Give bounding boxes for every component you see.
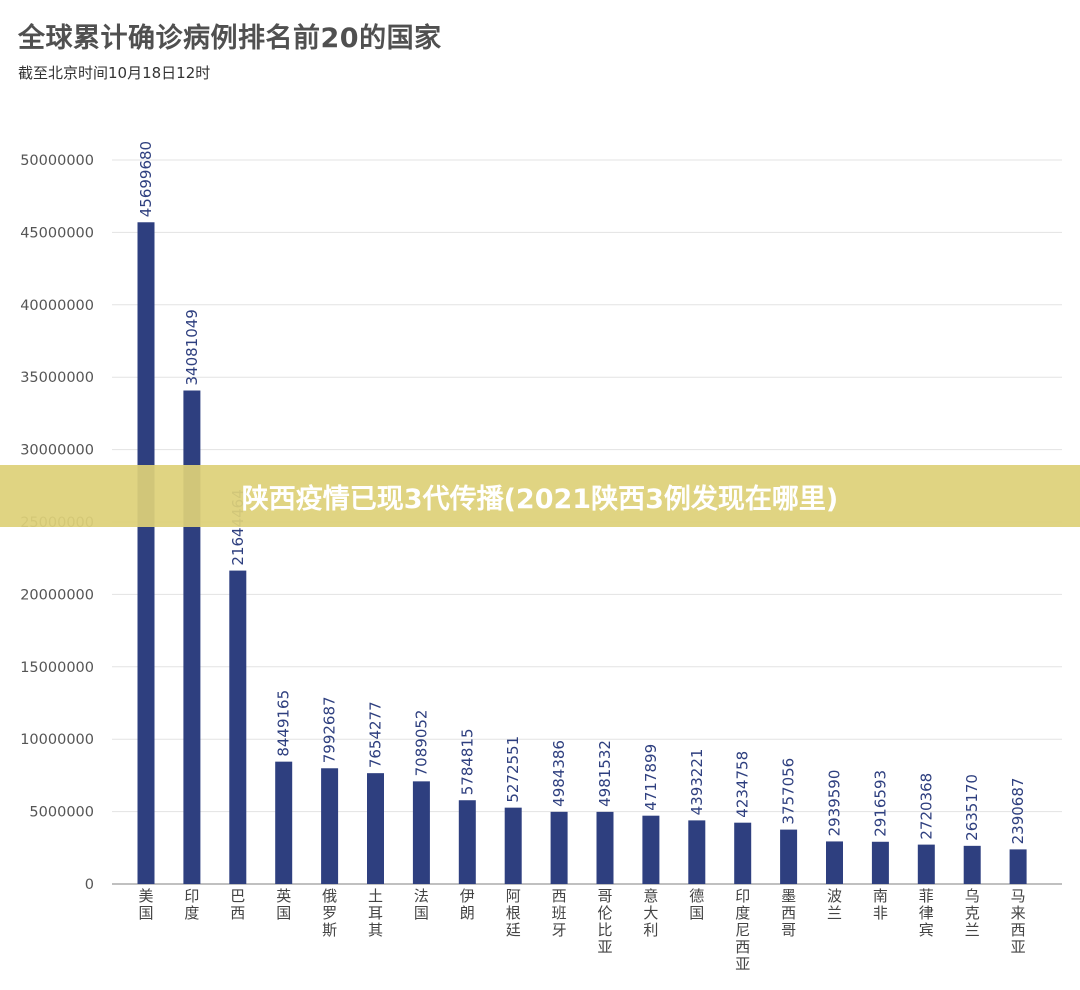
data-label: 2390687 bbox=[1009, 778, 1027, 845]
x-tick-label: 波兰 bbox=[827, 887, 842, 922]
y-tick-label: 15000000 bbox=[20, 660, 94, 676]
bars bbox=[137, 222, 1027, 885]
bar bbox=[367, 773, 384, 884]
x-tick-label: 土耳其 bbox=[368, 887, 383, 939]
data-label: 7089052 bbox=[412, 710, 430, 777]
overlay-banner: 陕西疫情已现3代传播(2021陕西3例发现在哪里) bbox=[0, 465, 1080, 527]
x-tick-label: 伊朗 bbox=[460, 887, 475, 922]
bar bbox=[826, 841, 843, 884]
x-tick-label: 德国 bbox=[689, 887, 704, 922]
data-label: 5272551 bbox=[504, 736, 522, 803]
bar bbox=[734, 822, 752, 884]
bar bbox=[412, 781, 430, 884]
x-tick-label: 英国 bbox=[276, 887, 291, 922]
x-tick-label: 西班牙 bbox=[552, 887, 567, 939]
data-label: 5784815 bbox=[458, 728, 476, 795]
x-tick-label: 墨西哥 bbox=[781, 887, 796, 939]
y-tick-label: 30000000 bbox=[20, 443, 94, 459]
data-label: 2939590 bbox=[826, 770, 844, 837]
bar bbox=[871, 841, 889, 884]
x-tick-label: 马来西亚 bbox=[1011, 887, 1026, 956]
data-label: 2720368 bbox=[917, 773, 935, 840]
data-label: 4984386 bbox=[550, 740, 568, 807]
bar bbox=[550, 811, 568, 884]
bar bbox=[275, 761, 293, 884]
y-tick-label: 0 bbox=[85, 877, 94, 893]
data-label: 7654277 bbox=[367, 701, 385, 768]
x-tick-label: 意大利 bbox=[643, 887, 658, 939]
bar bbox=[780, 829, 798, 884]
data-label: 4717899 bbox=[642, 744, 660, 811]
x-tick-label: 乌克兰 bbox=[965, 887, 980, 939]
y-tick-label: 20000000 bbox=[20, 587, 94, 603]
x-tick-label: 印度尼西亚 bbox=[735, 887, 750, 973]
x-tick-label: 巴西 bbox=[230, 887, 245, 922]
chart-subtitle: 截至北京时间10月18日12时 bbox=[18, 64, 211, 82]
data-label: 3757056 bbox=[780, 758, 798, 825]
data-label: 4393221 bbox=[688, 749, 706, 816]
y-tick-label: 5000000 bbox=[29, 805, 94, 821]
x-tick-label: 菲律宾 bbox=[919, 887, 934, 939]
y-tick-label: 10000000 bbox=[20, 732, 94, 748]
y-tick-label: 45000000 bbox=[20, 225, 94, 241]
y-tick-label: 35000000 bbox=[20, 370, 94, 386]
bar bbox=[504, 807, 522, 884]
x-tick-label: 印度 bbox=[184, 887, 199, 922]
data-label: 4234758 bbox=[734, 751, 752, 818]
bar bbox=[917, 844, 935, 884]
y-tick-label: 50000000 bbox=[20, 153, 94, 169]
bar bbox=[688, 820, 706, 884]
x-tick-label: 哥伦比亚 bbox=[597, 887, 612, 956]
x-tick-label: 美国 bbox=[138, 887, 153, 922]
data-label: 45699680 bbox=[137, 141, 155, 217]
x-tick-label: 俄罗斯 bbox=[322, 887, 337, 939]
bar bbox=[1009, 849, 1027, 884]
data-label: 4981532 bbox=[596, 740, 614, 807]
bar bbox=[321, 768, 339, 884]
banner-text: 陕西疫情已现3代传播(2021陕西3例发现在哪里) bbox=[241, 483, 839, 515]
bar bbox=[137, 222, 155, 885]
bar bbox=[963, 845, 981, 884]
x-tick-label: 南非 bbox=[873, 887, 888, 922]
bar bbox=[458, 800, 476, 884]
data-label: 8449165 bbox=[275, 690, 293, 757]
data-label: 34081049 bbox=[183, 309, 201, 385]
bar bbox=[229, 570, 247, 884]
bar bbox=[596, 811, 614, 884]
data-label: 2635170 bbox=[963, 774, 981, 841]
bar bbox=[642, 815, 660, 884]
data-label: 7992687 bbox=[321, 696, 339, 763]
data-label: 2916593 bbox=[871, 770, 889, 837]
grid-lines bbox=[112, 159, 1062, 885]
chart-title: 全球累计确诊病例排名前20的国家 bbox=[18, 23, 442, 54]
x-tick-label: 法国 bbox=[414, 887, 429, 922]
y-tick-label: 40000000 bbox=[20, 298, 94, 314]
x-tick-label: 阿根廷 bbox=[506, 887, 521, 939]
